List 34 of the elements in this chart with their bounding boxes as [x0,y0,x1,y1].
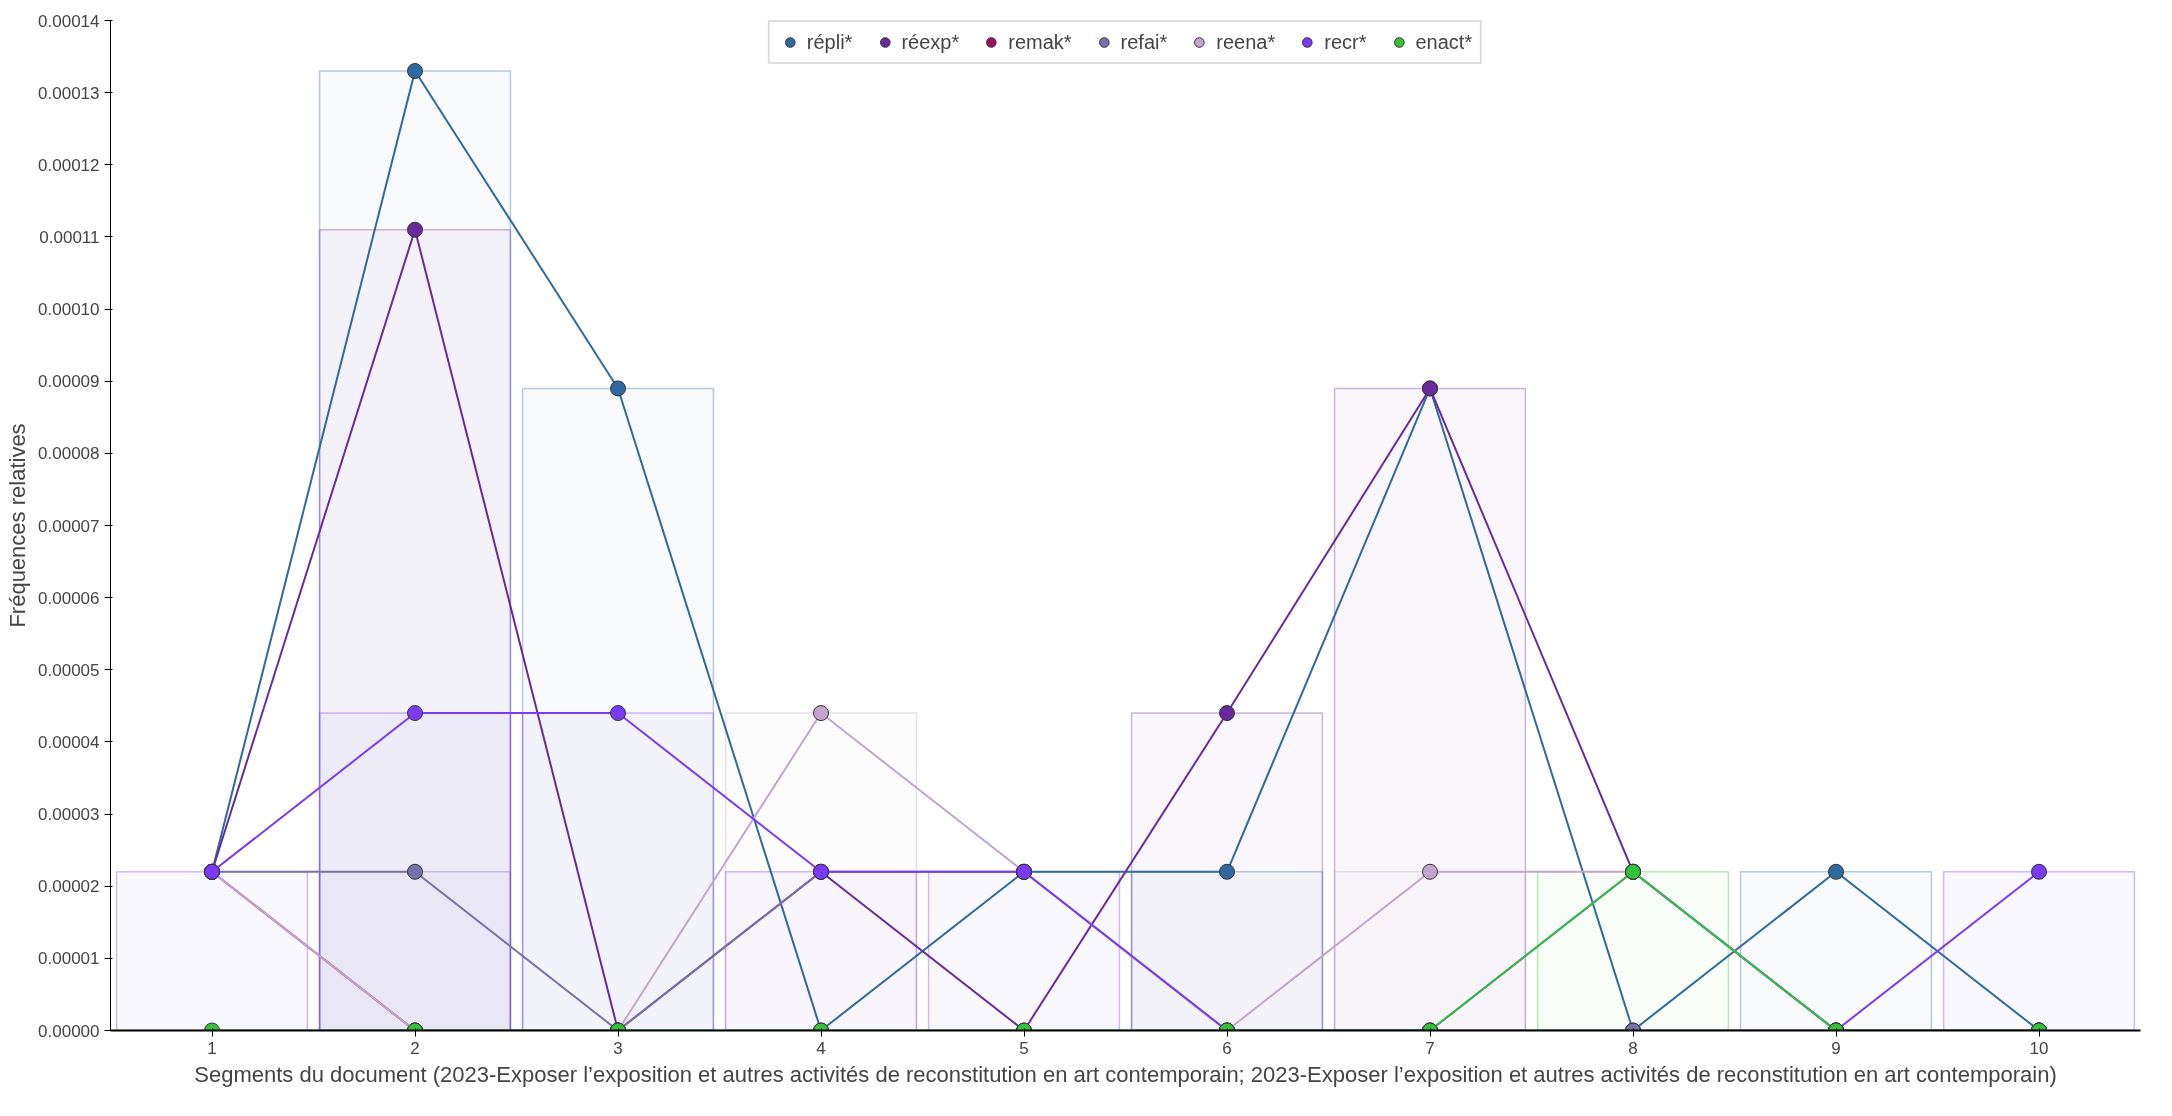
y-axis-title: Fréquences relatives [5,423,31,628]
y-tick-label: 0.00013 [38,83,100,103]
legend-label: recr* [1324,30,1367,54]
x-tick-label: 1 [207,1038,217,1058]
x-tick-label: 10 [2029,1038,2049,1058]
y-tick-label: 0.00006 [38,588,100,608]
legend-label: remak* [1008,30,1072,54]
y-tick-label: 0.00014 [38,11,100,31]
x-tick-label: 3 [613,1038,623,1058]
legend-label: enact* [1415,30,1473,54]
x-tick-label: 2 [410,1038,420,1058]
x-axis-title: Segments du document (2023-Exposer l’exposition et autres activités de reconstitution en art contemporain; 2023-Exposer l’exposition et autres activités de reconstitution en art contemporain) [194,1061,2057,1087]
y-tick-label: 0.00009 [38,372,100,392]
y-tick-label: 0.00003 [38,805,100,825]
y-tick-label: 0.00010 [38,300,100,320]
y-tick-label: 0.00001 [38,949,100,969]
x-tick-label: 8 [1628,1038,1638,1058]
legend-label: refai* [1120,30,1168,54]
x-tick-label: 9 [1831,1038,1841,1058]
legend-label: réexp* [901,30,960,54]
x-tick-label: 7 [1425,1038,1435,1058]
y-tick-label: 0.00008 [38,444,100,464]
x-tick-label: 5 [1019,1038,1029,1058]
legend-label: répli* [806,30,853,54]
y-tick-label: 0.00002 [38,877,100,897]
y-tick-label: 0.00000 [38,1021,100,1041]
legend-label: reena* [1216,30,1276,54]
y-tick-label: 0.00011 [39,227,100,247]
x-tick-label: 6 [1222,1038,1232,1058]
y-tick-label: 0.00012 [38,155,100,175]
y-tick-label: 0.00007 [38,516,100,536]
y-tick-label: 0.00004 [38,732,100,752]
y-tick-label: 0.00005 [38,660,100,680]
x-tick-label: 4 [816,1038,826,1058]
